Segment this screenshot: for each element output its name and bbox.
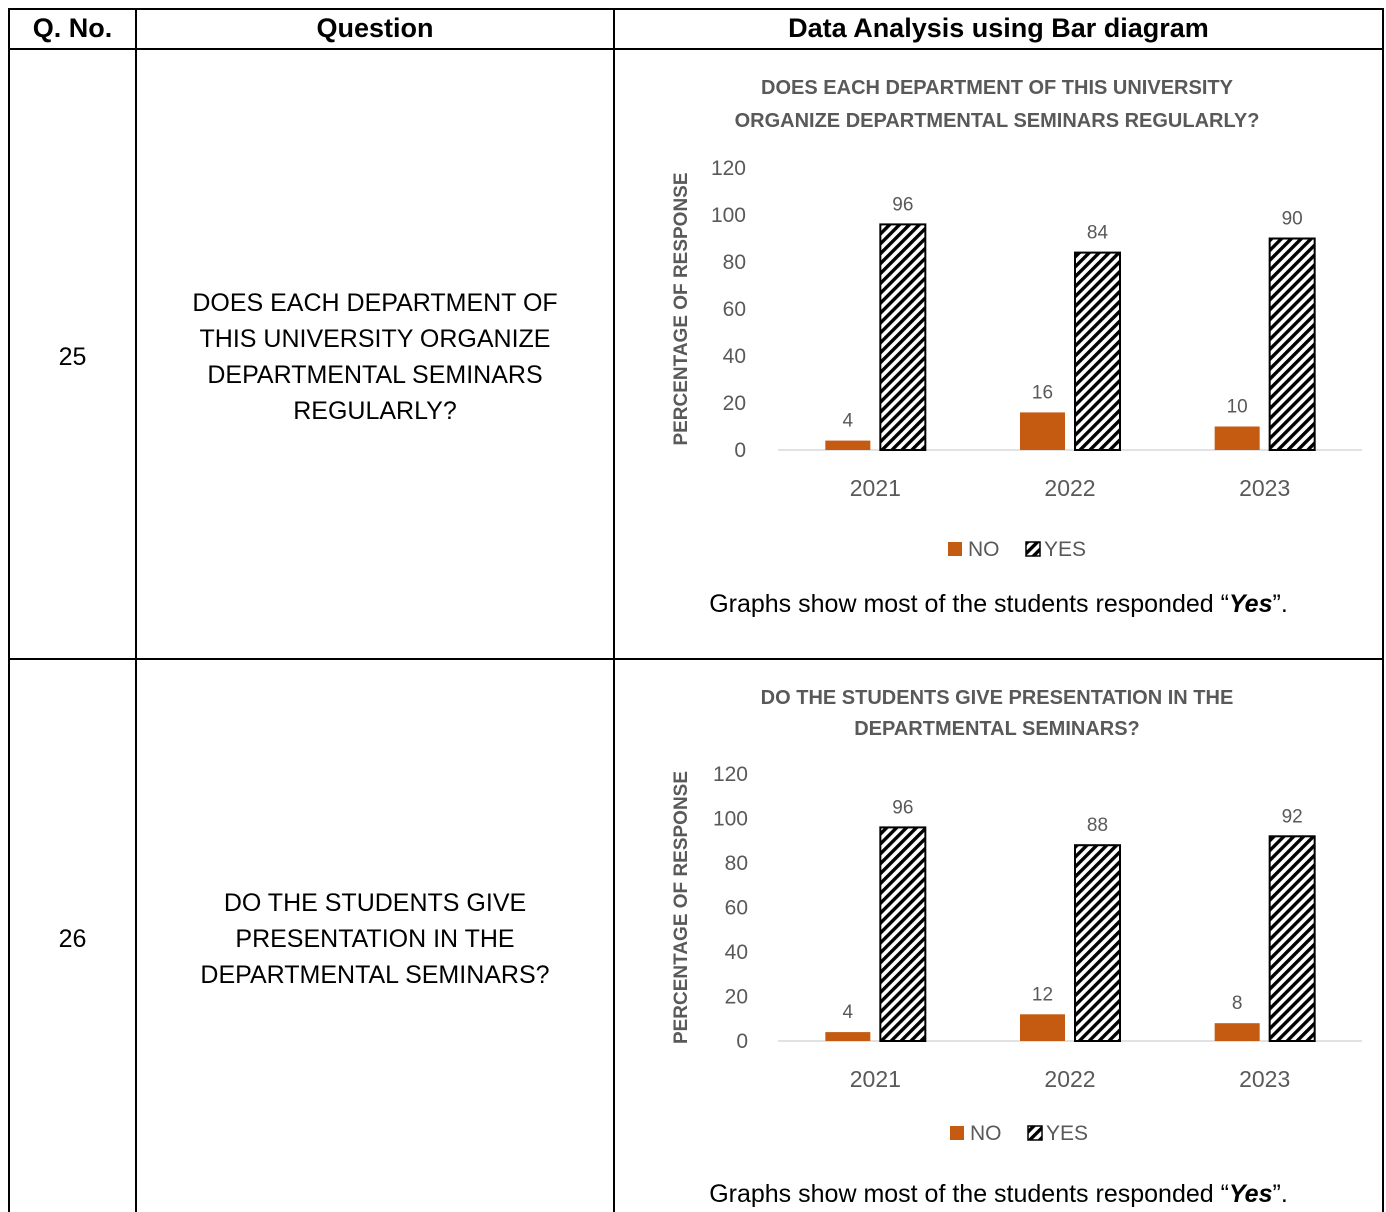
caption-emphasis: Yes <box>1228 1180 1273 1208</box>
data-label: 16 <box>1032 382 1053 403</box>
table-border-right <box>1382 8 1384 1212</box>
chart-legend: NO YES <box>950 1122 1088 1145</box>
y-tick-label: 100 <box>711 204 746 227</box>
y-tick-label: 120 <box>711 157 746 180</box>
table-border-top <box>8 8 1384 10</box>
chart-caption: Graphs show most of the students respond… <box>615 590 1382 619</box>
legend-swatch-yes <box>1027 1125 1043 1141</box>
y-tick-label: 80 <box>725 852 748 875</box>
row-qno: 26 <box>58 925 87 953</box>
legend-label-yes: YES <box>1046 1122 1088 1145</box>
caption-prefix: Graphs show most of the students respond… <box>709 590 1229 618</box>
bar-no <box>1214 1023 1260 1041</box>
header-divider <box>8 48 1384 50</box>
header-analysis: Data Analysis using Bar diagram <box>788 13 1209 43</box>
y-tick-label: 60 <box>725 897 748 920</box>
chart-svg: DOES EACH DEPARTMENT OF THIS UNIVERSITY O… <box>671 77 1362 561</box>
bar-yes <box>1268 835 1316 1042</box>
y-tick-label: 20 <box>725 986 748 1009</box>
data-label: 96 <box>892 797 913 818</box>
legend-swatch-no <box>948 542 962 556</box>
caption-prefix: Graphs show most of the students respond… <box>709 1180 1229 1208</box>
y-tick-label: 80 <box>723 251 746 274</box>
y-tick-label: 60 <box>723 298 746 321</box>
chart-title-line: DO THE STUDENTS GIVE PRESENTATION IN THE <box>761 687 1234 709</box>
chart-caption: Graphs show most of the students respond… <box>615 1180 1382 1209</box>
y-tick-label: 40 <box>723 345 746 368</box>
data-label: 4 <box>843 411 854 432</box>
x-tick-label: 2023 <box>1239 475 1290 501</box>
bar-yes <box>879 826 927 1042</box>
header-qno: Q. No. <box>32 13 113 43</box>
header-question: Question <box>316 13 434 43</box>
bar-chart: DOES EACH DEPARTMENT OF THIS UNIVERSITY O… <box>640 66 1375 566</box>
y-axis-label: PERCENTAGE OF RESPONSE <box>671 771 692 1044</box>
legend-label-yes: YES <box>1044 538 1086 561</box>
caption-suffix: ”. <box>1272 1180 1288 1208</box>
bar-no <box>825 440 871 450</box>
x-tick-label: 2022 <box>1044 475 1095 501</box>
y-axis-label: PERCENTAGE OF RESPONSE <box>671 172 692 445</box>
chart-title-line: ORGANIZE DEPARTMENTAL SEMINARS REGULARLY… <box>735 110 1260 132</box>
row-divider <box>8 658 1384 660</box>
bar-no <box>825 1032 871 1041</box>
data-label: 96 <box>892 194 913 215</box>
data-label: 88 <box>1087 815 1108 836</box>
bar-yes <box>1074 251 1121 451</box>
y-tick-label: 0 <box>734 439 746 462</box>
row-question: DOES EACH DEPARTMENT OF THIS UNIVERSITY … <box>192 289 558 425</box>
data-label: 8 <box>1232 993 1243 1014</box>
caption-suffix: ”. <box>1272 590 1288 618</box>
y-tick-label: 100 <box>713 808 748 831</box>
chart-legend: NO YES <box>948 538 1086 561</box>
x-tick-label: 2021 <box>850 475 901 501</box>
x-tick-label: 2021 <box>850 1066 901 1092</box>
data-label: 90 <box>1282 209 1303 230</box>
row-question: DO THE STUDENTS GIVE PRESENTATION IN THE… <box>200 889 550 989</box>
y-tick-label: 120 <box>713 763 748 786</box>
column-divider-1 <box>135 8 137 1212</box>
chart-title-line: DOES EACH DEPARTMENT OF THIS UNIVERSITY <box>761 77 1234 99</box>
bar-no <box>1020 1014 1065 1041</box>
data-label: 12 <box>1032 984 1053 1005</box>
bar-no <box>1214 426 1260 450</box>
data-label: 4 <box>843 1002 854 1023</box>
caption-emphasis: Yes <box>1228 590 1273 618</box>
column-divider-2 <box>613 8 615 1212</box>
x-tick-label: 2022 <box>1044 1066 1095 1092</box>
y-tick-label: 0 <box>736 1030 748 1053</box>
row-qno: 25 <box>58 343 87 371</box>
data-label: 84 <box>1087 223 1109 244</box>
chart-title-line: DEPARTMENTAL SEMINARS? <box>854 718 1140 740</box>
y-tick-label: 20 <box>723 392 746 415</box>
x-tick-label: 2023 <box>1239 1066 1290 1092</box>
chart-svg: DO THE STUDENTS GIVE PRESENTATION IN THE… <box>671 687 1362 1145</box>
data-label: 10 <box>1227 397 1248 418</box>
legend-label-no: NO <box>970 1122 1002 1145</box>
table-border-left <box>8 8 10 1212</box>
legend-label-no: NO <box>968 538 1000 561</box>
bar-chart: DO THE STUDENTS GIVE PRESENTATION IN THE… <box>640 676 1375 1156</box>
bar-yes <box>1074 844 1121 1042</box>
y-tick-label: 40 <box>725 941 748 964</box>
bar-no <box>1020 412 1065 450</box>
data-label: 92 <box>1282 806 1303 827</box>
bar-yes <box>879 223 927 451</box>
legend-swatch-no <box>950 1126 964 1140</box>
bar-yes <box>1268 237 1316 451</box>
legend-swatch-yes <box>1025 541 1041 557</box>
